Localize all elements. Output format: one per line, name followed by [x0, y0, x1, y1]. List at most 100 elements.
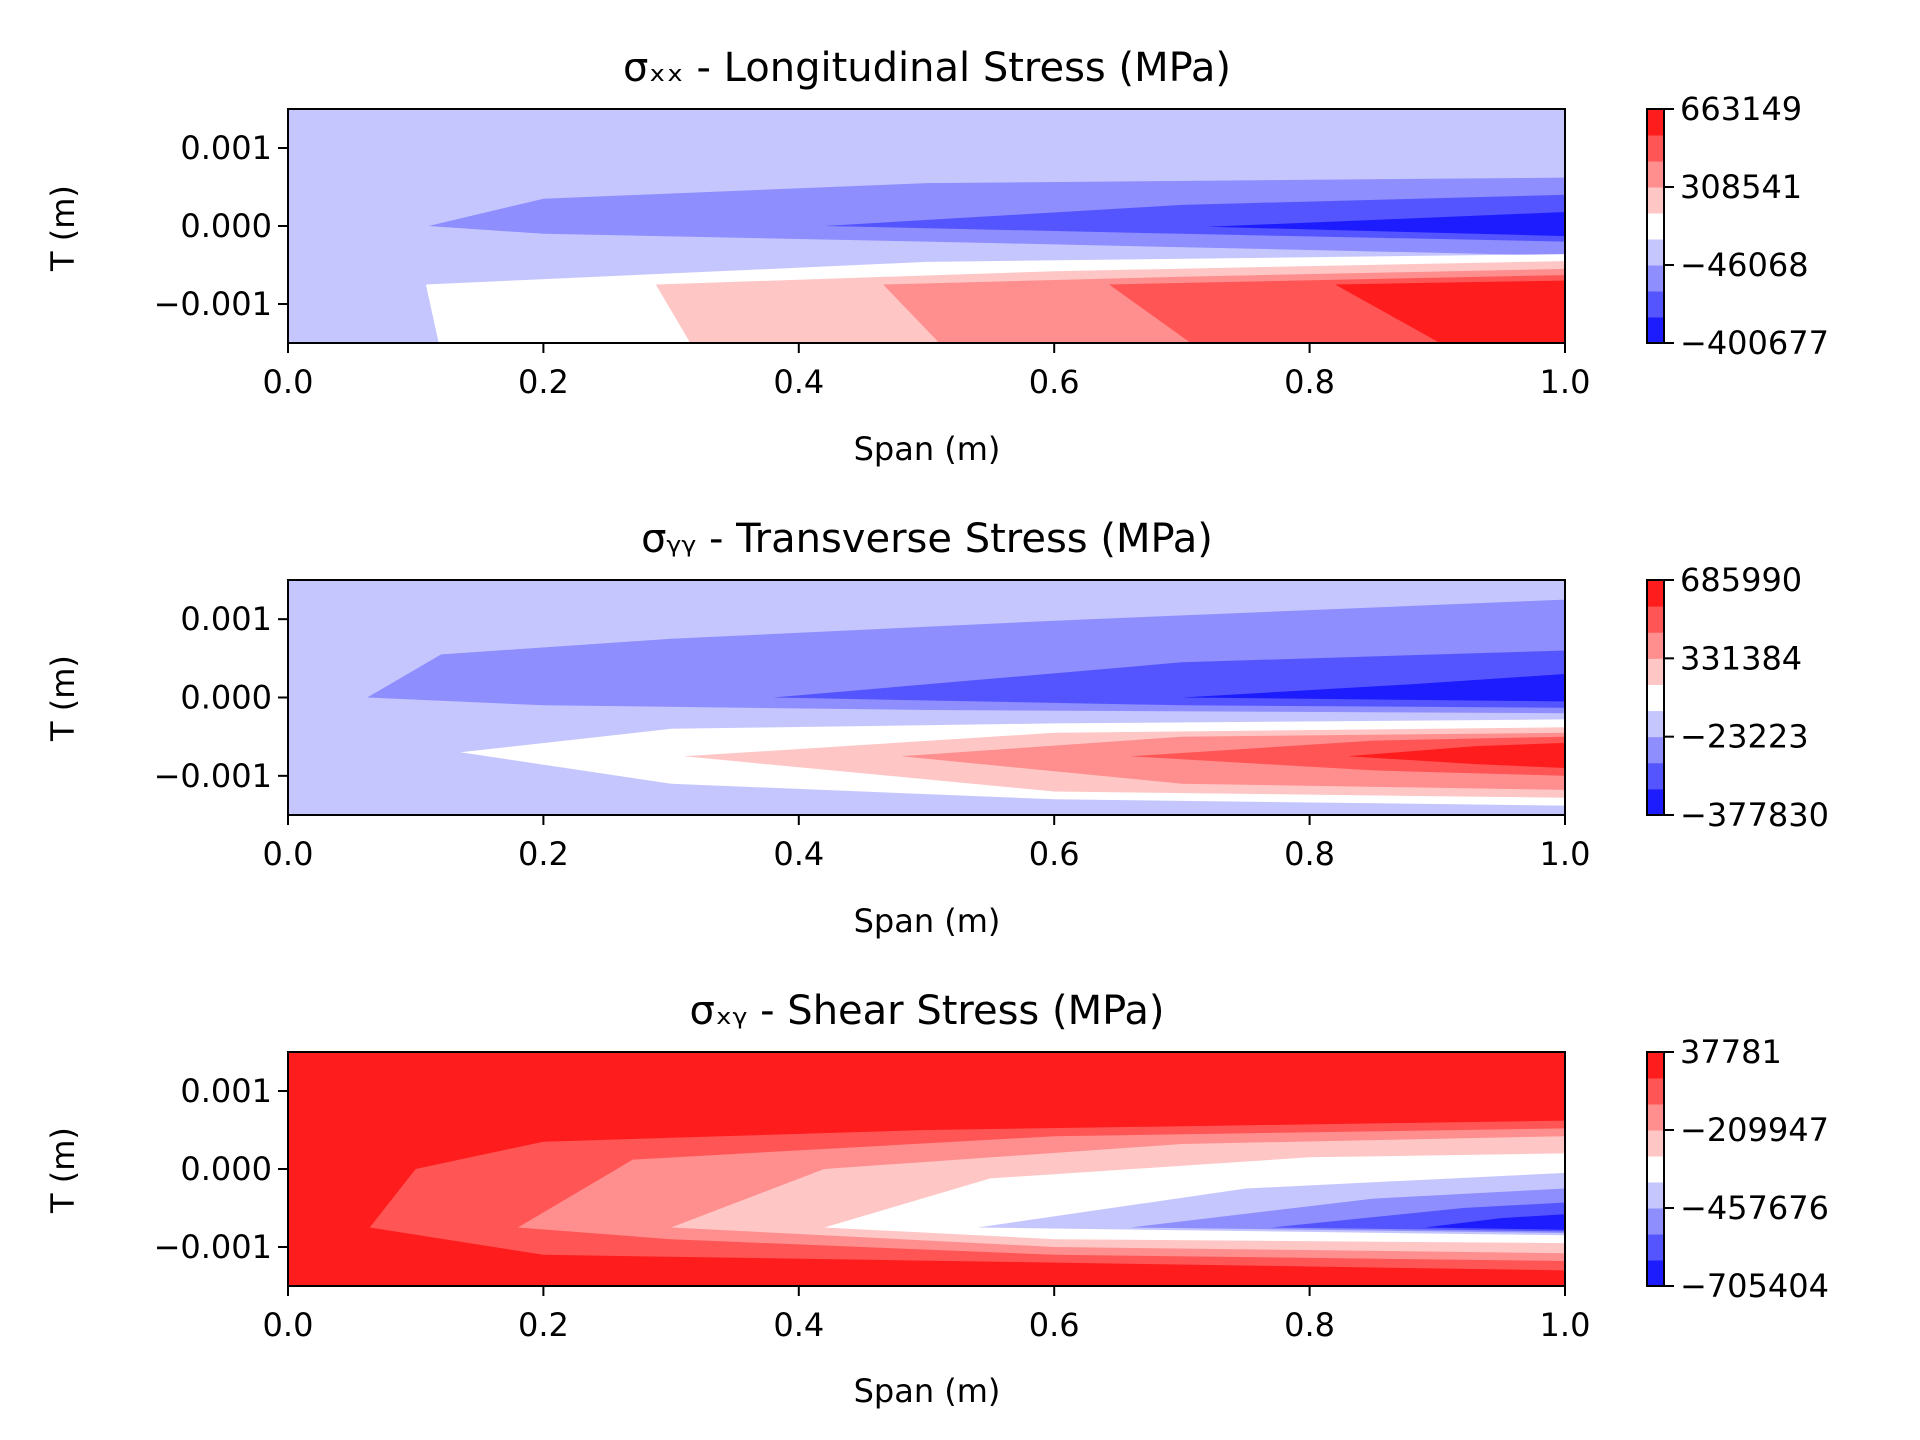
x-tick-label: 0.4 [773, 835, 824, 873]
x-tick-label: 1.0 [1540, 363, 1591, 401]
colorbar-frame [1646, 108, 1665, 344]
x-tick-label: 1.0 [1540, 1306, 1591, 1344]
colorbar-segment [1647, 291, 1664, 318]
contour-area [288, 580, 1566, 815]
contour-band [1335, 280, 1565, 343]
colorbar-frame [1646, 1051, 1665, 1287]
chart-title: σᵧᵧ - Transverse Stress (MPa) [641, 516, 1213, 562]
colorbar-tick-label: 37781 [1680, 1033, 1782, 1071]
colorbar-tick-label: −400677 [1680, 324, 1829, 362]
colorbar-segment [1647, 239, 1664, 266]
y-tick-label: 0.000 [180, 679, 272, 717]
x-tick-label: 0.2 [518, 1306, 569, 1344]
panel-longitudinal: σₓₓ - Longitudinal Stress (MPa) T (m) Sp… [44, 45, 1829, 468]
colorbar-segment [1647, 1260, 1664, 1287]
y-tick-label: −0.001 [154, 757, 272, 795]
colorbar-tick-label: 663149 [1680, 90, 1802, 128]
x-axis-label: Span (m) [854, 902, 1001, 940]
colorbar-tick-label: −705404 [1680, 1267, 1829, 1305]
colorbar-segment [1647, 1182, 1664, 1209]
y-axis-ticks: −0.001 0.000 0.001 [154, 129, 288, 323]
x-axis-ticks: 0.0 0.2 0.4 0.6 0.8 1.0 [263, 1286, 1591, 1344]
colorbar-segment [1647, 658, 1664, 685]
colorbar-segment [1647, 161, 1664, 188]
y-axis-ticks: −0.001 0.000 0.001 [154, 1072, 288, 1266]
x-tick-label: 0.0 [263, 363, 314, 401]
colorbar-segment [1647, 1156, 1664, 1183]
colorbar-frame [1646, 579, 1665, 816]
y-tick-label: 0.001 [180, 129, 272, 167]
x-axis-label: Span (m) [854, 1372, 1001, 1410]
contour-band [1424, 1214, 1565, 1230]
colorbar-segment [1647, 762, 1664, 790]
chart-title: σₓₓ - Longitudinal Stress (MPa) [623, 45, 1231, 91]
panel-shear: σₓᵧ - Shear Stress (MPa) T (m) Span (m) … [44, 988, 1829, 1410]
y-tick-label: 0.000 [180, 207, 272, 245]
y-tick-label: 0.001 [180, 600, 272, 638]
colorbar-tick-label: −457676 [1680, 1189, 1829, 1227]
panel-transverse: σᵧᵧ - Transverse Stress (MPa) T (m) Span… [44, 516, 1829, 940]
x-tick-label: 0.8 [1284, 363, 1335, 401]
colorbar-segment [1647, 606, 1664, 633]
contour-band [1207, 212, 1565, 237]
chart-title: σₓᵧ - Shear Stress (MPa) [689, 988, 1164, 1034]
colorbar-segment [1647, 580, 1664, 607]
colorbar-segment [1647, 1130, 1664, 1157]
colorbar-segment [1647, 788, 1664, 816]
contour-band [1181, 674, 1565, 702]
y-axis-label: T (m) [44, 1127, 82, 1214]
colorbar: 663149 308541 −46068 −400677 [1646, 90, 1829, 362]
x-tick-label: 0.8 [1284, 1306, 1335, 1344]
colorbar-segment [1647, 1104, 1664, 1131]
colorbar-segment [1647, 213, 1664, 240]
colorbar-segment [1647, 632, 1664, 659]
colorbar-tick-label: −377830 [1680, 796, 1829, 834]
x-tick-label: 0.8 [1284, 835, 1335, 873]
colorbar-segment [1647, 187, 1664, 214]
colorbar-segment [1647, 265, 1664, 292]
colorbar-segment [1647, 684, 1664, 712]
x-tick-label: 0.2 [518, 835, 569, 873]
colorbar-tick-label: −209947 [1680, 1111, 1829, 1149]
x-tick-label: 0.0 [263, 1306, 314, 1344]
colorbar-tick-label: 685990 [1680, 561, 1802, 599]
colorbar-segment [1647, 317, 1664, 344]
contour-band [1130, 736, 1565, 776]
colorbar-tick-label: 308541 [1680, 168, 1802, 206]
y-tick-label: −0.001 [154, 285, 272, 323]
colorbar-segment [1647, 135, 1664, 162]
y-axis-label: T (m) [44, 655, 82, 742]
contour-area [288, 109, 1565, 343]
colorbar-segment [1647, 736, 1664, 764]
colorbar-tick-label: 331384 [1680, 639, 1802, 677]
y-tick-label: 0.001 [180, 1072, 272, 1110]
contour-area [288, 1052, 1566, 1286]
colorbar-segment [1647, 1078, 1664, 1105]
colorbar-segment [1647, 710, 1664, 738]
x-tick-label: 0.6 [1029, 1306, 1080, 1344]
x-tick-label: 0.0 [263, 835, 314, 873]
colorbar: 685990 331384 −23223 −377830 [1646, 561, 1829, 834]
colorbar-segment [1647, 1052, 1664, 1079]
colorbar-segment [1647, 1208, 1664, 1235]
contour-band [1347, 742, 1565, 768]
x-tick-label: 0.4 [773, 1306, 824, 1344]
x-tick-label: 0.6 [1029, 363, 1080, 401]
colorbar-segment [1647, 1234, 1664, 1261]
colorbar-tick-label: −23223 [1680, 718, 1809, 756]
x-tick-label: 0.6 [1029, 835, 1080, 873]
x-tick-label: 0.4 [773, 363, 824, 401]
y-axis-label: T (m) [44, 185, 82, 272]
colorbar-tick-label: −46068 [1680, 246, 1809, 284]
colorbar: 37781 −209947 −457676 −705404 [1646, 1033, 1829, 1305]
x-axis-ticks: 0.0 0.2 0.4 0.6 0.8 1.0 [263, 815, 1591, 873]
y-tick-label: 0.000 [180, 1150, 272, 1188]
x-tick-label: 0.2 [518, 363, 569, 401]
x-tick-label: 1.0 [1540, 835, 1591, 873]
x-axis-label: Span (m) [854, 430, 1001, 468]
y-tick-label: −0.001 [154, 1228, 272, 1266]
x-axis-ticks: 0.0 0.2 0.4 0.6 0.8 1.0 [263, 343, 1591, 401]
y-axis-ticks: −0.001 0.000 0.001 [154, 600, 288, 795]
colorbar-segment [1647, 109, 1664, 136]
